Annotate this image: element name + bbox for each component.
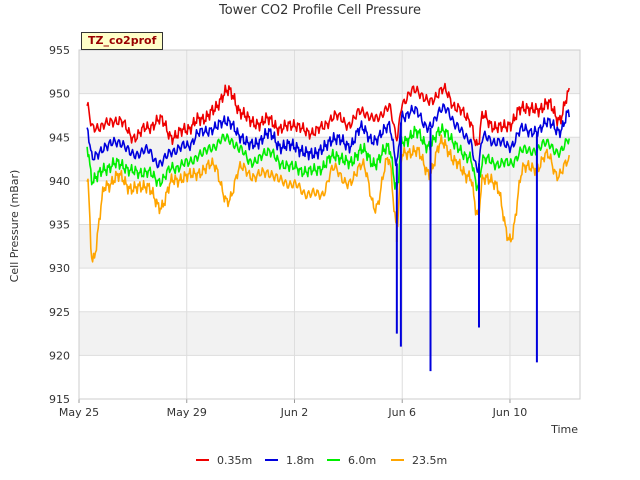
legend-swatch-1.8m: [265, 459, 278, 461]
plot-frame: [78, 49, 581, 400]
y-tick-label: 950: [49, 88, 70, 101]
series-line-1.8m: [86, 103, 570, 173]
y-tick-label: 940: [49, 175, 70, 188]
legend-swatch-23.5m: [391, 459, 404, 461]
axes: 915 920 925 930 935 940 945 950 955 May 25 May 29 J…: [49, 44, 581, 419]
y-tick-label: 935: [49, 219, 70, 232]
legend-swatch-0.35m: [196, 459, 209, 461]
x-tick-label: May 29: [167, 406, 207, 419]
x-tick-label: Jun 6: [387, 406, 416, 419]
legend-label: 0.35m: [217, 454, 253, 467]
legend-item-6.0m: 6.0m: [327, 454, 376, 467]
x-axis-label: Time: [550, 423, 578, 436]
y-axis-label: Cell Pressure (mBar): [8, 170, 21, 283]
legend-item-0.35m: 0.35m: [196, 454, 252, 467]
y-tick-label: 920: [49, 349, 70, 362]
legend-item-23.5m: 23.5m: [391, 454, 447, 467]
series-line-23.5m: [86, 134, 570, 263]
series-lines: [86, 82, 570, 372]
x-tick-label: May 25: [59, 406, 99, 419]
x-tick-label: Jun 10: [492, 406, 528, 419]
x-tick-label: Jun 2: [280, 406, 309, 419]
y-tick-label: 945: [49, 131, 70, 144]
y-tick-label: 930: [49, 262, 70, 275]
series-line-0.35m: [86, 82, 570, 147]
y-tick-label: 925: [49, 306, 70, 319]
chart-title: Tower CO2 Profile Cell Pressure: [218, 3, 421, 18]
series-line-6.0m: [86, 123, 570, 192]
legend-label: 1.8m: [286, 454, 315, 467]
legend-item-1.8m: 1.8m: [265, 454, 314, 467]
legend: 0.35m 1.8m 6.0m 23.5m: [0, 454, 640, 470]
background-band: [79, 50, 580, 94]
background-band: [79, 311, 580, 356]
y-tick-label: 915: [49, 393, 70, 406]
legend-label: 23.5m: [412, 454, 448, 467]
site-label-badge: TZ_co2prof: [81, 32, 164, 50]
background-band: [79, 224, 580, 269]
y-tick-label: 955: [49, 44, 70, 57]
legend-label: 6.0m: [348, 454, 377, 467]
legend-swatch-6.0m: [327, 459, 340, 461]
